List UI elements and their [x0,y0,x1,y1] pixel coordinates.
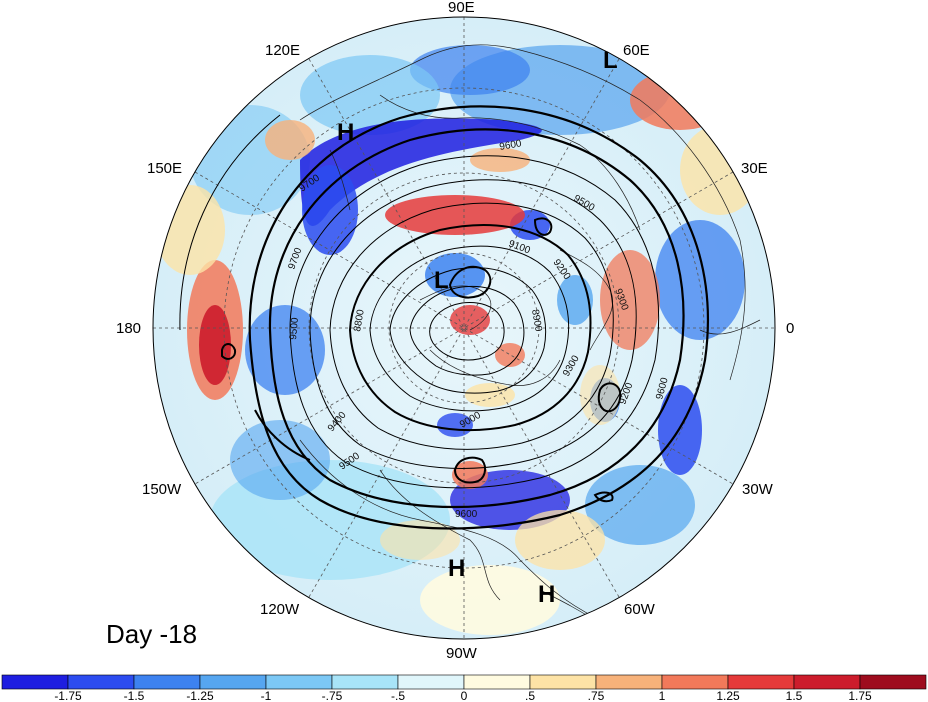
low-center-marker: L [434,267,449,294]
colorbar-swatch [793,674,861,690]
lon-label-0: 0 [786,320,794,337]
lon-label-90e: 90E [448,0,475,16]
low-center-marker: L [603,47,618,74]
colorbar-tick-label: 1.25 [716,689,740,702]
colorbar-swatch [529,674,597,690]
lon-label-180: 180 [116,320,141,337]
colorbar-swatch [397,674,465,690]
colorbar-swatch [199,674,267,690]
lon-label-60e: 60E [623,42,650,59]
colorbar-tick-label: -.75 [322,689,343,702]
pressure-centers: L H L H H [337,47,618,608]
contour-label: 9600 [499,138,523,153]
lon-label-60w: 60W [624,601,656,618]
colorbar-tick-label: 1.5 [786,689,803,702]
colorbar-tick-label: .5 [525,689,535,702]
colorbar-swatch [463,674,531,690]
high-center-marker: H [538,581,555,608]
colorbar-swatch [331,674,399,690]
lon-label-150e: 150E [147,160,182,177]
colorbar-swatch [133,674,201,690]
lon-label-90w: 90W [446,645,478,662]
globe-outline [152,16,776,640]
colorbar-swatch [67,674,135,690]
graticule [153,17,775,639]
colorbar-swatch [661,674,729,690]
height-contours [179,105,709,530]
lon-label-120e: 120E [265,42,300,59]
lon-label-30e: 30E [741,160,768,177]
lon-label-30w: 30W [742,481,774,498]
colorbar-swatch [727,674,795,690]
colorbar-swatch [1,674,69,690]
contour-label: 9500 [288,317,301,341]
colorbar-tick-label: -1.25 [186,689,214,702]
colorbar-tick-label: -1.5 [124,689,145,702]
colorbar-swatch [265,674,333,690]
colorbar-tick-label: 1.75 [848,689,872,702]
colorbar-swatch [859,674,927,690]
contour-label: 8800 [352,308,367,332]
colorbar-tick-label: .75 [588,689,605,702]
colorbar-tick-label: -.5 [391,689,405,702]
lon-label-120w: 120W [260,601,300,618]
high-center-marker: H [337,119,354,146]
colorbar: -1.75 -1.5 -1.25 -1 -.75 -.5 0 .5 .75 1 1.25 1.5 1.7… [1,674,927,702]
contour-label: 8900 [529,309,544,333]
contour-label: 9600 [455,509,478,520]
day-label: Day -18 [106,619,198,649]
colorbar-tick-label: 0 [461,689,468,702]
colorbar-swatch [595,674,663,690]
colorbar-tick-label: -1 [261,689,272,702]
high-center-marker: H [448,555,465,582]
colorbar-tick-label: -1.75 [54,689,82,702]
lon-label-150w: 150W [142,481,182,498]
colorbar-tick-label: 1 [659,689,666,702]
longitude-labels: 90E 60E 120E 30E 150E 0 180 30W 150W 60W… [116,0,794,662]
